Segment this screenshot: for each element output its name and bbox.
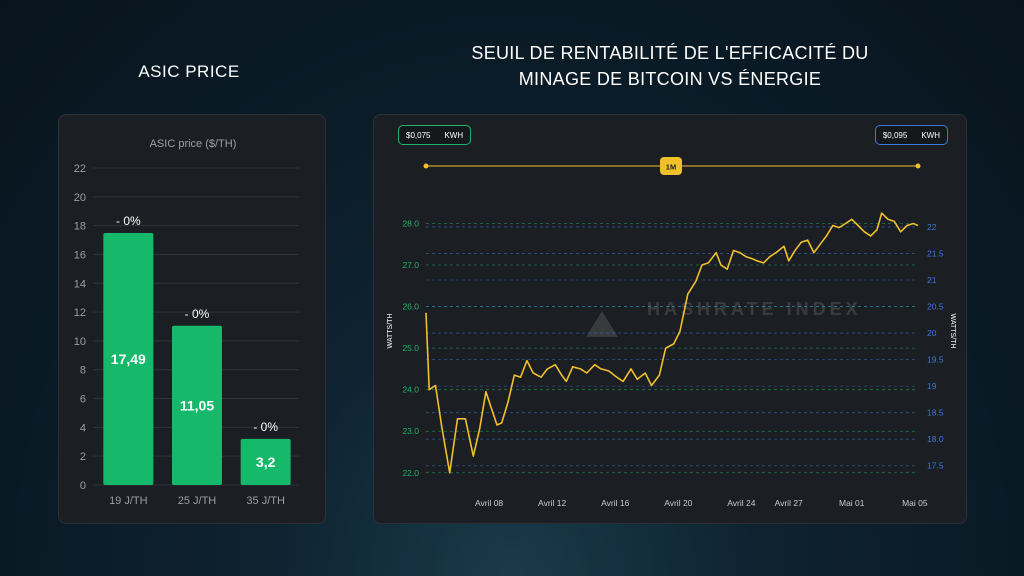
range-slider-thumb[interactable] [660,157,682,175]
hashrate-index-watermark: HASHRATE INDEX [586,299,862,337]
asic-price-heading: ASIC PRICE [138,62,240,81]
x-tick-label: Mai 05 [902,498,928,508]
x-tick-label: Avril 27 [775,498,803,508]
high-energy-price-selector[interactable]: $0,095 KWH [874,125,948,145]
low-energy-price-value: $0,075 [406,130,431,140]
bar-value-label: 17,49 [111,351,146,367]
x-tick-label: Avril 24 [727,498,755,508]
bar-change-label: - 0% [185,307,210,321]
bar-x-tick-label: 35 J/TH [246,495,285,507]
bar-y-tick-label: 18 [74,221,86,233]
range-slider-start-handle[interactable] [423,163,429,169]
bar-value-label: 3,2 [256,454,276,470]
bar-x-axis: 19 J/TH 25 J/TH 35 J/TH [109,495,285,507]
x-axis: Avril 08 Avril 12 Avril 16 Avril 20 Avril 24… [475,498,928,508]
watermark-logo [586,311,618,337]
x-tick-label: Mai 01 [839,498,865,508]
right-y-axis-label: WATTS/TH [949,314,956,349]
bar-chart-title: ASIC price ($/TH) [150,138,237,150]
watermark-text: HASHRATE INDEX [647,299,862,319]
asic-price-bar-chart: ASIC price ($/TH) 0 2 4 6 8 10 12 14 16 18 20 22 - … [74,138,299,507]
right-y-tick-label: 20.5 [927,302,944,312]
right-gridlines [426,226,918,467]
right-y-tick-label: 18.0 [927,434,944,444]
left-y-tick-label: 26.0 [402,302,419,312]
left-y-axis-label: WATTS/TH [387,314,394,349]
range-slider[interactable]: 1M [423,157,921,175]
right-y-tick-label: 17.5 [927,461,944,471]
bar-y-tick-label: 10 [74,336,86,348]
low-energy-price-unit: KWH [444,130,464,140]
breakeven-panel: $0,075 KWH $0,095 KWH 1M HASHRATE INDEX … [373,114,967,524]
bar-y-tick-label: 4 [80,422,86,434]
range-slider-label: 1M [666,163,676,172]
x-tick-label: Avril 08 [475,498,503,508]
right-y-tick-label: 19.5 [927,355,944,365]
bar-x-tick-label: 25 J/TH [178,495,217,507]
breakeven-heading-line1: SEUIL DE RENTABILITÉ DE L'EFFICACITÉ DU [471,43,869,63]
breakeven-line-chart: 1M HASHRATE INDEX 22.0 23.0 24.0 25.0 26.0 27… [387,157,956,508]
bar-y-tick-label: 8 [80,365,86,377]
right-y-axis: 17.5 18.0 18.5 19 19.5 20 20.5 21 21.5 22 [927,222,944,471]
bar-y-tick-label: 22 [74,163,86,175]
bar-y-axis: 0 2 4 6 8 10 12 14 16 18 20 22 [74,163,86,492]
bar-x-tick-label: 19 J/TH [109,495,148,507]
bar-y-tick-label: 20 [74,192,86,204]
bar-change-label: - 0% [116,214,141,228]
bar-y-tick-label: 14 [74,278,86,290]
left-y-tick-label: 22.0 [402,468,419,478]
right-y-tick-label: 22 [927,222,937,232]
left-y-tick-label: 24.0 [402,385,419,395]
bar-y-tick-label: 0 [80,480,86,492]
breakeven-efficiency-line [425,212,919,474]
asic-price-panel: ASIC price ($/TH) 0 2 4 6 8 10 12 14 16 18 20 22 - … [58,114,326,524]
right-y-tick-label: 19 [927,381,937,391]
x-tick-label: Avril 12 [538,498,566,508]
right-y-tick-label: 20 [927,328,937,338]
left-y-tick-label: 27.0 [402,260,419,270]
bar-y-tick-label: 6 [80,394,86,406]
bar-series: - 0% 17,49 - 0% 11,05 - 0% 3,2 [103,214,291,485]
left-gridlines [426,223,918,474]
breakeven-heading-line2: MINAGE DE BITCOIN VS ÉNERGIE [518,69,822,89]
right-y-tick-label: 21.5 [927,248,944,258]
left-y-tick-label: 25.0 [402,343,419,353]
high-energy-price-value: $0,095 [882,130,908,140]
bar-y-tick-label: 2 [80,451,86,463]
left-y-tick-label: 28.0 [402,218,419,228]
bar-y-tick-label: 16 [74,249,86,261]
bar-change-label: - 0% [253,420,278,434]
low-energy-price-selector[interactable]: $0,075 KWH [398,125,472,145]
bar [172,325,222,485]
right-y-tick-label: 21 [927,275,937,285]
right-y-tick-label: 18.5 [927,408,944,418]
left-y-axis: 22.0 23.0 24.0 25.0 26.0 27.0 28.0 [402,218,419,477]
x-tick-label: Avril 20 [664,498,692,508]
range-slider-end-handle[interactable] [915,163,921,169]
bar-y-tick-label: 12 [74,307,86,319]
bar [103,232,154,485]
left-y-tick-label: 23.0 [402,426,419,436]
high-energy-price-unit: KWH [921,130,940,140]
bar [240,438,291,485]
bar-value-label: 11,05 [180,397,214,413]
x-tick-label: Avril 16 [601,498,629,508]
breakeven-heading: SEUIL DE RENTABILITÉ DE L'EFFICACITÉ DU … [410,40,930,92]
